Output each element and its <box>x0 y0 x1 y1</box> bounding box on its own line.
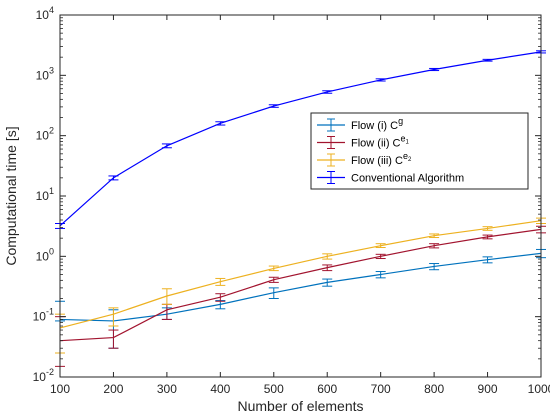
error-bar <box>322 278 333 287</box>
x-tick-label: 900 <box>478 382 498 396</box>
series-4 <box>55 50 546 229</box>
error-bar <box>215 293 226 302</box>
error-bar <box>268 104 279 108</box>
error-bar <box>215 277 226 286</box>
error-bar <box>108 307 119 327</box>
legend-label: Conventional Algorithm <box>351 173 464 185</box>
y-tick-label: 10-1 <box>33 307 54 324</box>
error-bar <box>375 271 386 279</box>
x-tick-label: 1000 <box>528 382 550 396</box>
series-1 <box>55 248 546 349</box>
legend-entry: Flow (iii) Ce2 <box>317 151 412 167</box>
error-bar <box>429 263 440 271</box>
y-tick-label: 102 <box>36 126 54 143</box>
y-tick-label: 101 <box>36 186 54 203</box>
legend-entry: Conventional Algorithm <box>317 171 464 185</box>
error-bar <box>482 234 493 240</box>
legend-box <box>310 112 529 190</box>
ticks-layer: 100 200 300 400 500 600 700 800 900 1000 10-2 10-1 1… <box>33 5 550 396</box>
error-bar <box>268 265 279 272</box>
series-line <box>59 220 542 329</box>
x-tick-label: 700 <box>371 382 391 396</box>
error-bar <box>161 143 172 149</box>
error-bar <box>215 121 226 126</box>
legend-label: Flow (iii) Ce2 <box>351 151 412 167</box>
y-tick-label: 103 <box>36 65 54 82</box>
x-tick-label: 400 <box>210 382 230 396</box>
series-line <box>59 228 542 342</box>
error-bar <box>429 233 440 239</box>
error-bar <box>108 175 119 181</box>
error-bar <box>322 264 333 272</box>
legend-label: Flow (i) Cg <box>351 116 403 132</box>
error-bar <box>482 58 493 62</box>
y-tick-label: 10-2 <box>33 367 54 384</box>
error-bar <box>161 288 172 305</box>
legend-entry: Flow (ii) Ce1 <box>317 134 410 150</box>
series-2 <box>55 225 546 367</box>
legend-label: Flow (ii) Ce1 <box>351 134 410 150</box>
y-axis-label: Computational time [s] <box>3 126 19 265</box>
x-tick-label: 100 <box>50 382 70 396</box>
series-line <box>59 252 542 322</box>
error-bar <box>322 90 333 94</box>
error-bar <box>429 243 440 249</box>
legend-entry: Flow (i) Cg <box>317 116 403 132</box>
error-bar <box>268 287 279 300</box>
error-bar <box>482 256 493 264</box>
x-tick-label: 500 <box>264 382 284 396</box>
series-line <box>59 51 542 227</box>
error-bar <box>375 243 386 249</box>
plot-frame <box>59 14 542 378</box>
x-tick-label: 800 <box>424 382 444 396</box>
error-bar <box>482 226 493 231</box>
error-bar <box>322 253 333 260</box>
error-bar <box>108 329 119 349</box>
series-3 <box>55 217 546 354</box>
series-layer <box>55 50 546 367</box>
error-bar <box>375 78 386 82</box>
error-bar <box>375 253 386 260</box>
x-tick-label: 300 <box>157 382 177 396</box>
y-tick-label: 100 <box>36 246 54 263</box>
x-axis-label: Number of elements <box>237 398 363 414</box>
y-tick-label: 104 <box>36 5 54 22</box>
x-tick-label: 200 <box>103 382 123 396</box>
x-tick-label: 600 <box>317 382 337 396</box>
error-bar <box>268 276 279 283</box>
error-bar <box>429 67 440 72</box>
